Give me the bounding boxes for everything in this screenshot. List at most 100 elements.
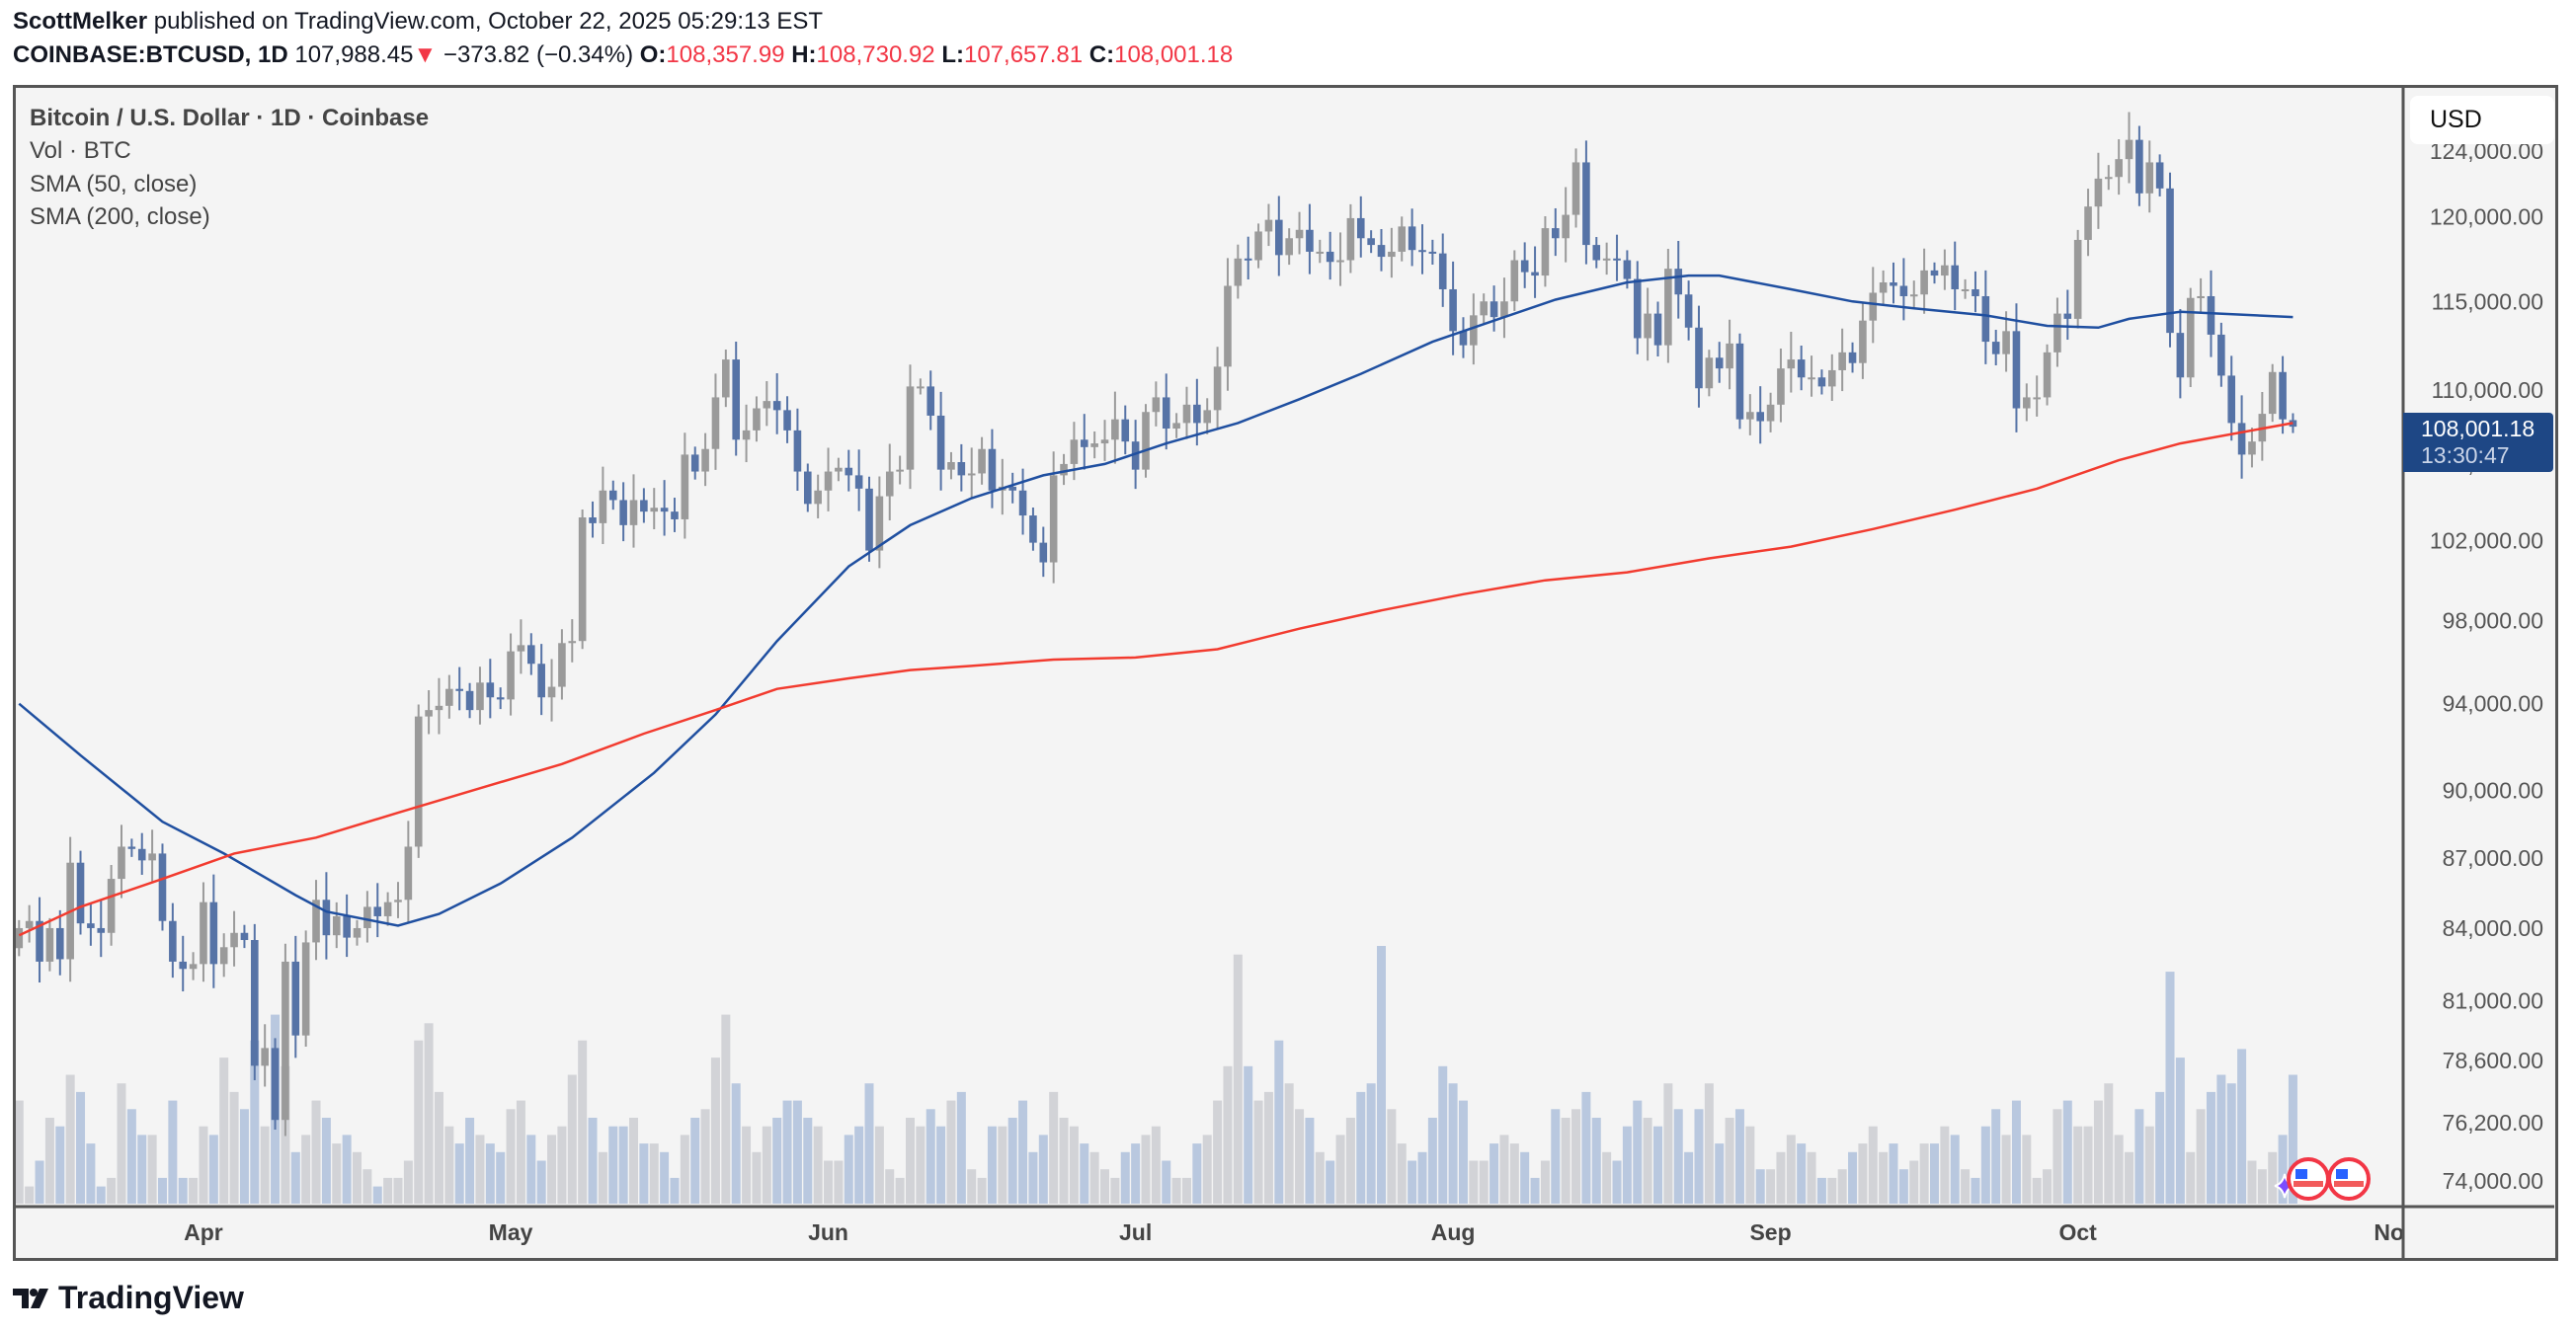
- candle: [1224, 258, 1232, 391]
- candle-body: [2155, 162, 2164, 189]
- legend-sma200[interactable]: SMA (200, close): [30, 203, 210, 230]
- volume-bar: [1489, 1143, 1499, 1204]
- candle-body: [650, 508, 659, 512]
- volume-bar: [1427, 1118, 1437, 1204]
- candle: [271, 1038, 280, 1130]
- candle-body: [1961, 288, 1970, 291]
- candle: [1398, 216, 1407, 262]
- candle-body: [476, 682, 484, 711]
- candle-body: [1090, 443, 1098, 447]
- candle-body: [2053, 313, 2061, 353]
- candle: [1060, 453, 1068, 486]
- event-markers[interactable]: [2274, 1157, 2371, 1201]
- candle-body: [978, 448, 986, 474]
- candle: [1470, 293, 1478, 365]
- candle: [55, 909, 64, 976]
- candle: [763, 381, 771, 427]
- candle: [2227, 355, 2236, 441]
- candle-body: [1510, 260, 1519, 302]
- volume-bar: [199, 1126, 208, 1204]
- candle: [701, 432, 709, 487]
- volume-bar: [2186, 1151, 2196, 1204]
- candle-body: [373, 906, 382, 916]
- candle-body: [896, 469, 904, 472]
- candle-body: [1449, 288, 1457, 332]
- candle-body: [2135, 139, 2143, 194]
- candle: [1377, 228, 1386, 272]
- candle-body: [671, 511, 679, 519]
- candle: [2268, 363, 2277, 423]
- volume-bar: [608, 1126, 618, 1204]
- volume-bar: [956, 1091, 966, 1204]
- legend-sma50[interactable]: SMA (50, close): [30, 171, 198, 197]
- candle: [1972, 271, 1979, 313]
- price-tick-label: 87,000.00: [2443, 845, 2543, 871]
- volume-bar: [393, 1177, 403, 1204]
- us-flag-icon[interactable]: [2327, 1157, 2371, 1201]
- candle: [1735, 333, 1744, 430]
- volume-bar: [1018, 1100, 1028, 1204]
- candle: [2115, 139, 2123, 196]
- candle-body: [1336, 260, 1344, 263]
- candle-body: [1653, 313, 1662, 346]
- volume-bar: [353, 1151, 362, 1204]
- volume-bar: [1448, 1083, 1458, 1204]
- candle-body: [87, 923, 95, 928]
- candle: [629, 474, 638, 548]
- volume-bar: [557, 1126, 567, 1204]
- sma200-line: [18, 422, 2294, 937]
- open-label: O:: [639, 41, 667, 68]
- time-axis[interactable]: Apr May Jun Jul Aug Sep Oct Nov: [184, 1219, 2417, 1245]
- candle-body: [97, 927, 106, 933]
- candle: [476, 666, 484, 725]
- volume-bar: [250, 1040, 260, 1204]
- candle-body: [1039, 542, 1048, 563]
- candle-body: [1049, 475, 1058, 563]
- candle: [486, 659, 495, 719]
- candle-body: [1480, 301, 1489, 316]
- currency-button[interactable]: USD: [2410, 96, 2554, 144]
- volume-bar: [1509, 1143, 1519, 1204]
- low-label: L:: [941, 41, 964, 68]
- candle-body: [148, 853, 156, 861]
- candle: [2073, 229, 2082, 329]
- volume-bar: [55, 1126, 65, 1204]
- candle: [2258, 391, 2267, 461]
- candle: [1797, 345, 1806, 391]
- candle-body: [814, 490, 822, 505]
- tradingview-logo[interactable]: TradingView: [13, 1280, 244, 1316]
- candle-body: [1562, 214, 1570, 239]
- candle: [1838, 328, 1846, 392]
- volume-bar: [782, 1100, 792, 1204]
- candle-body: [772, 401, 781, 411]
- candle-body: [875, 496, 884, 551]
- candle-body: [957, 462, 966, 476]
- candle: [2104, 165, 2113, 191]
- us-flag-icon[interactable]: [2287, 1157, 2330, 1201]
- candle: [988, 429, 997, 509]
- volume-bar: [2196, 1109, 2206, 1204]
- candle: [578, 509, 587, 650]
- volume-bar: [731, 1083, 741, 1204]
- volume-bar: [1408, 1160, 1417, 1204]
- candle-body: [332, 915, 341, 936]
- volume-bar: [168, 1100, 178, 1204]
- price-tick-label: 115,000.00: [2432, 288, 2543, 314]
- candle: [127, 838, 136, 857]
- candle-body: [1674, 269, 1683, 295]
- chart-frame: [13, 85, 2558, 1261]
- candle: [240, 924, 249, 949]
- candle-body: [681, 454, 689, 519]
- candle-body: [435, 705, 443, 711]
- author-name[interactable]: ScottMelker: [13, 8, 148, 35]
- volume-bar: [526, 1135, 536, 1204]
- candle: [1674, 241, 1683, 319]
- legend-volume[interactable]: Vol · BTC: [30, 137, 131, 164]
- volume-bar: [2288, 1074, 2297, 1204]
- candle-body: [1182, 404, 1191, 424]
- candle-body: [36, 920, 43, 962]
- volume-bar: [1233, 954, 1243, 1204]
- legend-title[interactable]: Bitcoin / U.S. Dollar · 1D · Coinbase: [30, 105, 430, 131]
- price-axis[interactable]: 124,000.00120,000.00115,000.00110,000.00…: [2430, 138, 2543, 1194]
